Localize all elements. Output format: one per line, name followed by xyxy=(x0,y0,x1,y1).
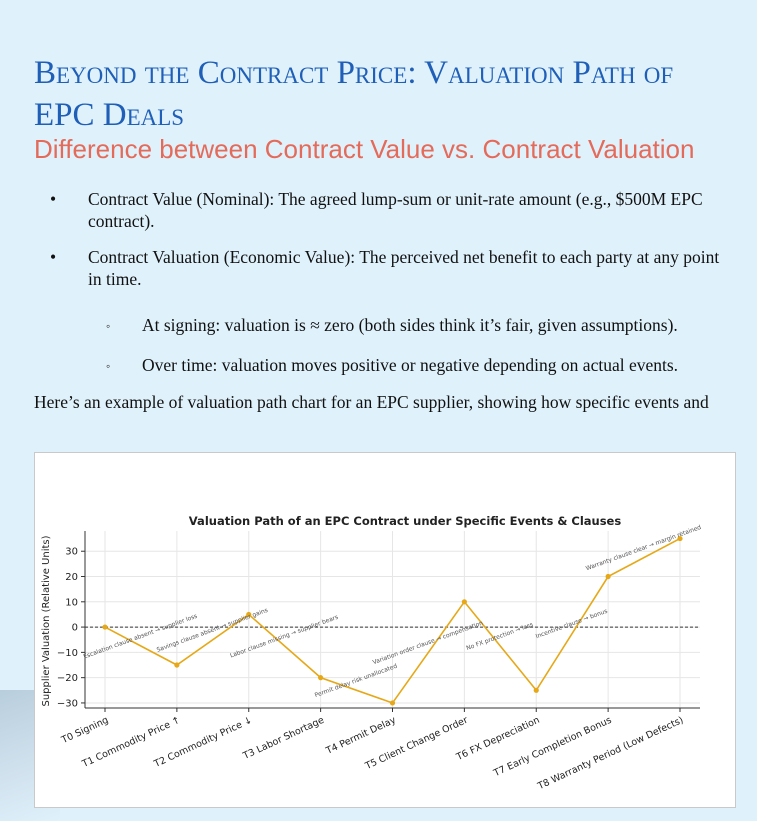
x-tick-label: T8 Warranty Period (Low Defects) xyxy=(535,715,685,793)
data-point xyxy=(246,611,252,618)
y-tick-label: −10 xyxy=(57,648,78,659)
y-tick-label: −30 xyxy=(57,698,78,709)
data-point xyxy=(461,599,467,605)
bullet-text: Contract Value (Nominal): The agreed lum… xyxy=(88,189,703,231)
y-tick-label: 30 xyxy=(65,547,78,558)
page-subtitle: Difference between Contract Value vs. Co… xyxy=(34,134,695,164)
sub-bullet-text: At signing: valuation is ≈ zero (both si… xyxy=(142,315,678,335)
data-point xyxy=(533,687,539,693)
data-point xyxy=(605,573,611,580)
y-tick-label: 20 xyxy=(65,572,78,583)
x-tick-label: T3 Labor Shortage xyxy=(241,715,326,763)
sub-bullet-text: Over time: valuation moves positive or n… xyxy=(142,355,679,375)
y-tick-label: −20 xyxy=(57,673,78,684)
bullet-text: Contract Valuation (Economic Value): The… xyxy=(88,247,720,289)
bullet-item: • Contract Valuation (Economic Value): T… xyxy=(40,246,730,290)
y-tick-label: 10 xyxy=(65,597,78,608)
bullet-icon: • xyxy=(50,247,57,267)
y-tick-label: 0 xyxy=(72,623,78,634)
data-point xyxy=(318,675,324,681)
annotation-label: Permit delay risk unallocated xyxy=(314,663,399,699)
intro-paragraph: Here’s an example of valuation path char… xyxy=(34,392,709,412)
annotation-label: Escalation clause absent → supplier loss xyxy=(83,613,199,661)
data-point xyxy=(174,662,180,668)
sub-bullet-icon: ◦ xyxy=(106,359,111,373)
chart-y-axis-label: Supplier Valuation (Relative Units) xyxy=(41,535,52,706)
data-point xyxy=(389,700,396,706)
bullet-list: • Contract Value (Nominal): The agreed l… xyxy=(40,188,730,394)
chart-title: Valuation Path of an EPC Contract under … xyxy=(189,514,622,528)
sub-bullet-item: ◦ At signing: valuation is ≈ zero (both … xyxy=(40,314,730,336)
x-tick-label: T7 Early Completion Bonus xyxy=(491,715,613,780)
sub-bullet-icon: ◦ xyxy=(106,319,111,333)
data-point xyxy=(102,624,108,630)
valuation-chart: Valuation Path of an EPC Contract under … xyxy=(41,514,702,793)
bullet-icon: • xyxy=(50,189,57,209)
x-tick-label: T0 Signing xyxy=(59,715,110,747)
page-title: Beyond the Contract Price: Valuation Pat… xyxy=(34,55,674,133)
chart-container: Valuation Path of an EPC Contract under … xyxy=(34,452,736,808)
sub-bullet-item: ◦ Over time: valuation moves positive or… xyxy=(40,354,730,376)
data-point xyxy=(677,535,683,542)
bullet-item: • Contract Value (Nominal): The agreed l… xyxy=(40,188,730,232)
annotation-label: Warranty clause clear → margin retained xyxy=(585,524,702,572)
